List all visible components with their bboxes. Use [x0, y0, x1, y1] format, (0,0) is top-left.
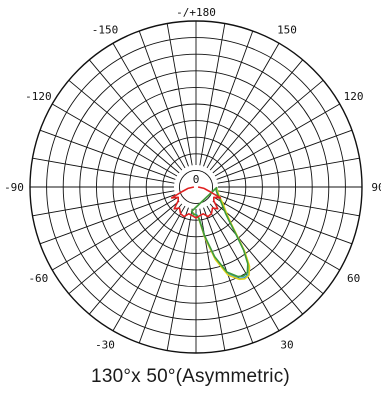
center-label: 0: [193, 173, 200, 186]
grid-spoke: [68, 79, 180, 174]
angle-tick-label: -/+180: [176, 6, 216, 19]
grid-spoke: [214, 103, 340, 177]
grid-spoke: [203, 30, 254, 167]
angle-tick-label: -120: [25, 90, 52, 103]
grid-spoke: [138, 30, 189, 167]
grid-spoke: [206, 205, 280, 331]
grid-spoke: [209, 203, 304, 315]
grid-spoke: [138, 207, 189, 344]
grid-spoke: [166, 23, 193, 166]
grid-ring: [178, 169, 214, 205]
angle-tick-label: 90: [371, 181, 381, 194]
grid-spoke: [217, 190, 360, 217]
angle-tick-label: 60: [347, 272, 360, 285]
grid-spoke: [68, 200, 180, 295]
grid-spoke: [166, 208, 193, 351]
grid-spoke: [209, 59, 304, 171]
grid-spoke: [112, 205, 186, 331]
series-line: [190, 186, 249, 278]
angle-tick-label: -150: [92, 23, 119, 36]
grid-spoke: [212, 79, 324, 174]
series-line: [170, 186, 222, 219]
grid-spoke: [52, 197, 178, 271]
grid-spoke: [32, 157, 175, 184]
angle-tick-label: 150: [277, 23, 297, 36]
grid-spoke: [39, 194, 176, 245]
angle-tick-label: -30: [95, 339, 115, 352]
polar-grid: [29, 20, 363, 354]
angle-tick-label: 30: [280, 339, 293, 352]
chart-title: 130°x 50°(Asymmetric): [91, 366, 290, 387]
grid-spoke: [217, 157, 360, 184]
grid-spoke: [52, 103, 178, 177]
grid-spoke: [199, 23, 226, 166]
grid-spoke: [88, 59, 183, 171]
grid-spoke: [216, 194, 353, 245]
grid-spoke: [212, 200, 324, 295]
angle-tick-label: -90: [4, 181, 24, 194]
grid-spoke: [216, 129, 353, 180]
grid-spoke: [112, 43, 186, 169]
angle-tick-label: -60: [28, 272, 48, 285]
grid-spoke: [214, 197, 340, 271]
grid-spoke: [39, 129, 176, 180]
series-layer: [170, 186, 251, 281]
grid-spoke: [88, 203, 183, 315]
angle-tick-label: 120: [344, 90, 364, 103]
grid-spoke: [32, 190, 175, 217]
grid-spoke: [206, 43, 280, 169]
